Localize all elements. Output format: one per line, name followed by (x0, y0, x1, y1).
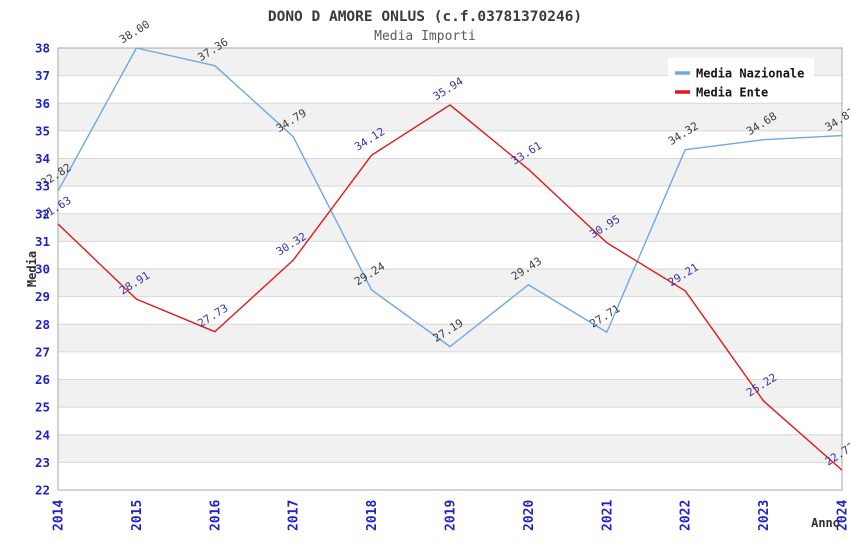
y-axis-ticks: 22 23 24 25 26 27 28 29 30 31 32 33 34 35 36 37 38 (35, 41, 50, 498)
y-tick-label: 28 (35, 317, 50, 332)
y-tick-label: 25 (35, 400, 50, 415)
y-tick-label: 23 (35, 455, 50, 470)
y-tick-label: 29 (35, 289, 50, 304)
y-tick-label: 27 (35, 344, 50, 359)
plot-band (58, 213, 842, 242)
x-axis-ticks: 2014 2015 2016 2017 2018 2019 2020 2021 2022 2023… (52, 500, 850, 531)
x-tick-label: 2015 (130, 500, 145, 531)
series-line-media-nazionale (57, 47, 843, 348)
plot-band (58, 462, 842, 490)
y-tick-label: 35 (35, 123, 50, 138)
plot-band (58, 296, 842, 325)
y-tick-label: 22 (35, 483, 50, 498)
y-tick-label: 24 (35, 427, 50, 442)
y-tick-label: 32 (35, 206, 50, 221)
x-tick-label: 2024 (836, 500, 850, 531)
y-tick-label: 38 (35, 41, 50, 56)
x-tick-label: 2018 (365, 500, 380, 531)
legend: Media Nazionale Media Ente (668, 58, 814, 102)
y-tick-label: 36 (35, 96, 50, 111)
x-tick-label: 2023 (757, 500, 772, 531)
legend-label: Media Ente (696, 86, 768, 100)
legend-label: Media Nazionale (696, 67, 804, 81)
legend-box (668, 58, 814, 102)
x-tick-label: 2022 (679, 500, 694, 531)
chart-title: DONO D AMORE ONLUS (c.f.03781370246) (268, 9, 582, 25)
x-tick-label: 2020 (522, 500, 537, 531)
x-tick-label: 2017 (287, 500, 302, 531)
y-tick-label: 31 (35, 234, 50, 249)
plot-band (58, 269, 842, 297)
chart-subtitle: Media Importi (374, 29, 476, 44)
x-tick-label: 2019 (444, 500, 459, 531)
plot-band (58, 158, 842, 187)
y-tick-label: 26 (35, 372, 50, 387)
plot-band (58, 351, 842, 380)
plot-band (58, 379, 842, 408)
y-tick-label: 30 (35, 262, 50, 277)
x-tick-label: 2014 (52, 500, 67, 531)
x-tick-label: 2021 (600, 500, 615, 531)
plot-band (58, 103, 842, 131)
x-tick-label: 2016 (208, 500, 223, 531)
series-line-media-ente (57, 104, 843, 471)
data-point-label: 38.00 (117, 18, 152, 47)
y-tick-label: 34 (35, 151, 50, 166)
series-lines (57, 47, 843, 471)
plot-band (58, 186, 842, 214)
y-axis-title: Media (25, 251, 39, 287)
plot-border (57, 47, 843, 491)
x-axis-title: Anno (811, 516, 840, 530)
plot-border-rect (57, 47, 843, 491)
y-tick-label: 37 (35, 68, 50, 83)
plot-band (58, 434, 842, 463)
plot-band (58, 130, 842, 159)
plot-band (58, 407, 842, 435)
y-tick-label: 33 (35, 179, 50, 194)
plot-band (58, 241, 842, 269)
